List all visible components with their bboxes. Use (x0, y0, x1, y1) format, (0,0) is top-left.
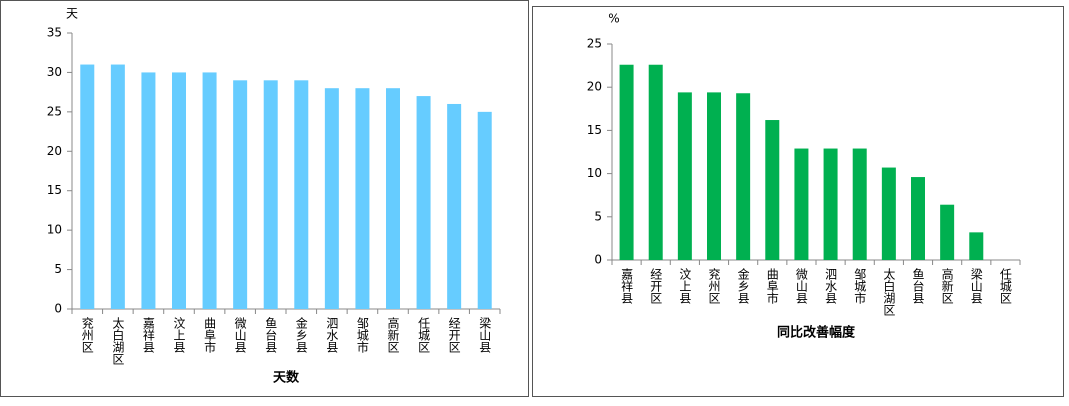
x-tick-label: 经开区 (649, 268, 663, 304)
y-tick-label: 0 (594, 253, 602, 267)
x-tick-label: 邹城市 (355, 317, 369, 353)
x-tick-label: 梁山县 (478, 316, 492, 353)
y-tick-label: 35 (47, 26, 62, 40)
y-tick-label: 5 (54, 262, 62, 276)
panel-border (0, 0, 529, 397)
unit-label: % (608, 12, 619, 26)
y-tick-label: 25 (47, 104, 62, 118)
bar (80, 64, 95, 310)
bar (172, 72, 186, 309)
y-tick-label: 25 (587, 37, 602, 51)
bar (881, 167, 896, 260)
bar (294, 80, 309, 309)
x-tick-label: 汶上县 (172, 316, 186, 353)
x-tick-label: 任城区 (417, 317, 431, 353)
y-tick-label: 10 (587, 166, 602, 180)
bar (355, 88, 370, 309)
bar (648, 64, 663, 261)
bar (263, 80, 278, 309)
x-tick-label: 金乡县 (736, 267, 750, 304)
bar (911, 177, 925, 260)
bar (324, 88, 339, 309)
bar (386, 88, 400, 309)
bar (707, 92, 721, 260)
x-tick-label: 鱼台县 (911, 268, 925, 304)
y-tick-label: 15 (47, 183, 62, 197)
bar (940, 204, 955, 260)
panel-border (532, 6, 1064, 397)
y-tick-label: 20 (47, 144, 62, 158)
x-tick-label: 鱼台县 (264, 317, 278, 353)
bar (110, 64, 125, 310)
x-tick-label: 太白湖区 (111, 316, 125, 365)
x-tick-label: 金乡县 (294, 316, 308, 353)
y-tick-label: 30 (47, 65, 62, 79)
bar (477, 111, 492, 309)
bar (969, 232, 984, 260)
bar (233, 80, 248, 309)
x-tick-label: 泗水县 (325, 317, 339, 353)
y-tick-label: 15 (587, 123, 602, 137)
x-tick-label: 曲阜市 (765, 268, 779, 304)
x-tick-label: 太白湖区 (882, 267, 896, 316)
x-tick-label: 任城区 (998, 268, 1012, 304)
y-tick-label: 10 (47, 223, 62, 237)
bar (447, 103, 462, 309)
x-tick-label: 汶上县 (678, 267, 692, 304)
x-tick-label: 高新区 (940, 267, 954, 304)
bar (141, 72, 156, 309)
bar (736, 93, 751, 260)
bar (619, 64, 634, 261)
x-tick-label: 曲阜市 (203, 317, 217, 353)
bar (765, 120, 780, 260)
x-tick-label: 微山县 (233, 317, 247, 353)
x-tick-label: 兖州区 (707, 267, 721, 304)
bar (852, 148, 867, 260)
x-tick-label: 微山县 (794, 268, 808, 304)
bar (794, 148, 809, 260)
x-tick-label: 高新区 (386, 316, 400, 353)
y-tick-label: 5 (594, 209, 602, 223)
bar (416, 96, 431, 309)
x-tick-label: 邹城市 (853, 268, 867, 304)
bar (823, 148, 838, 260)
x-tick-label: 兖州区 (80, 316, 94, 353)
x-tick-label: 嘉祥县 (620, 268, 634, 304)
x-tick-label: 嘉祥县 (141, 317, 155, 353)
bar (677, 92, 692, 260)
x-tick-label: 梁山县 (969, 267, 983, 304)
x-tick-label: 泗水县 (824, 268, 838, 304)
x-axis-title: 同比改善幅度 (777, 325, 856, 341)
y-tick-label: 20 (587, 80, 602, 94)
y-tick-label: 0 (54, 302, 62, 316)
x-tick-label: 经开区 (447, 317, 461, 353)
bar (202, 72, 217, 309)
unit-label: 天 (66, 7, 78, 21)
x-axis-title: 天数 (273, 370, 300, 386)
